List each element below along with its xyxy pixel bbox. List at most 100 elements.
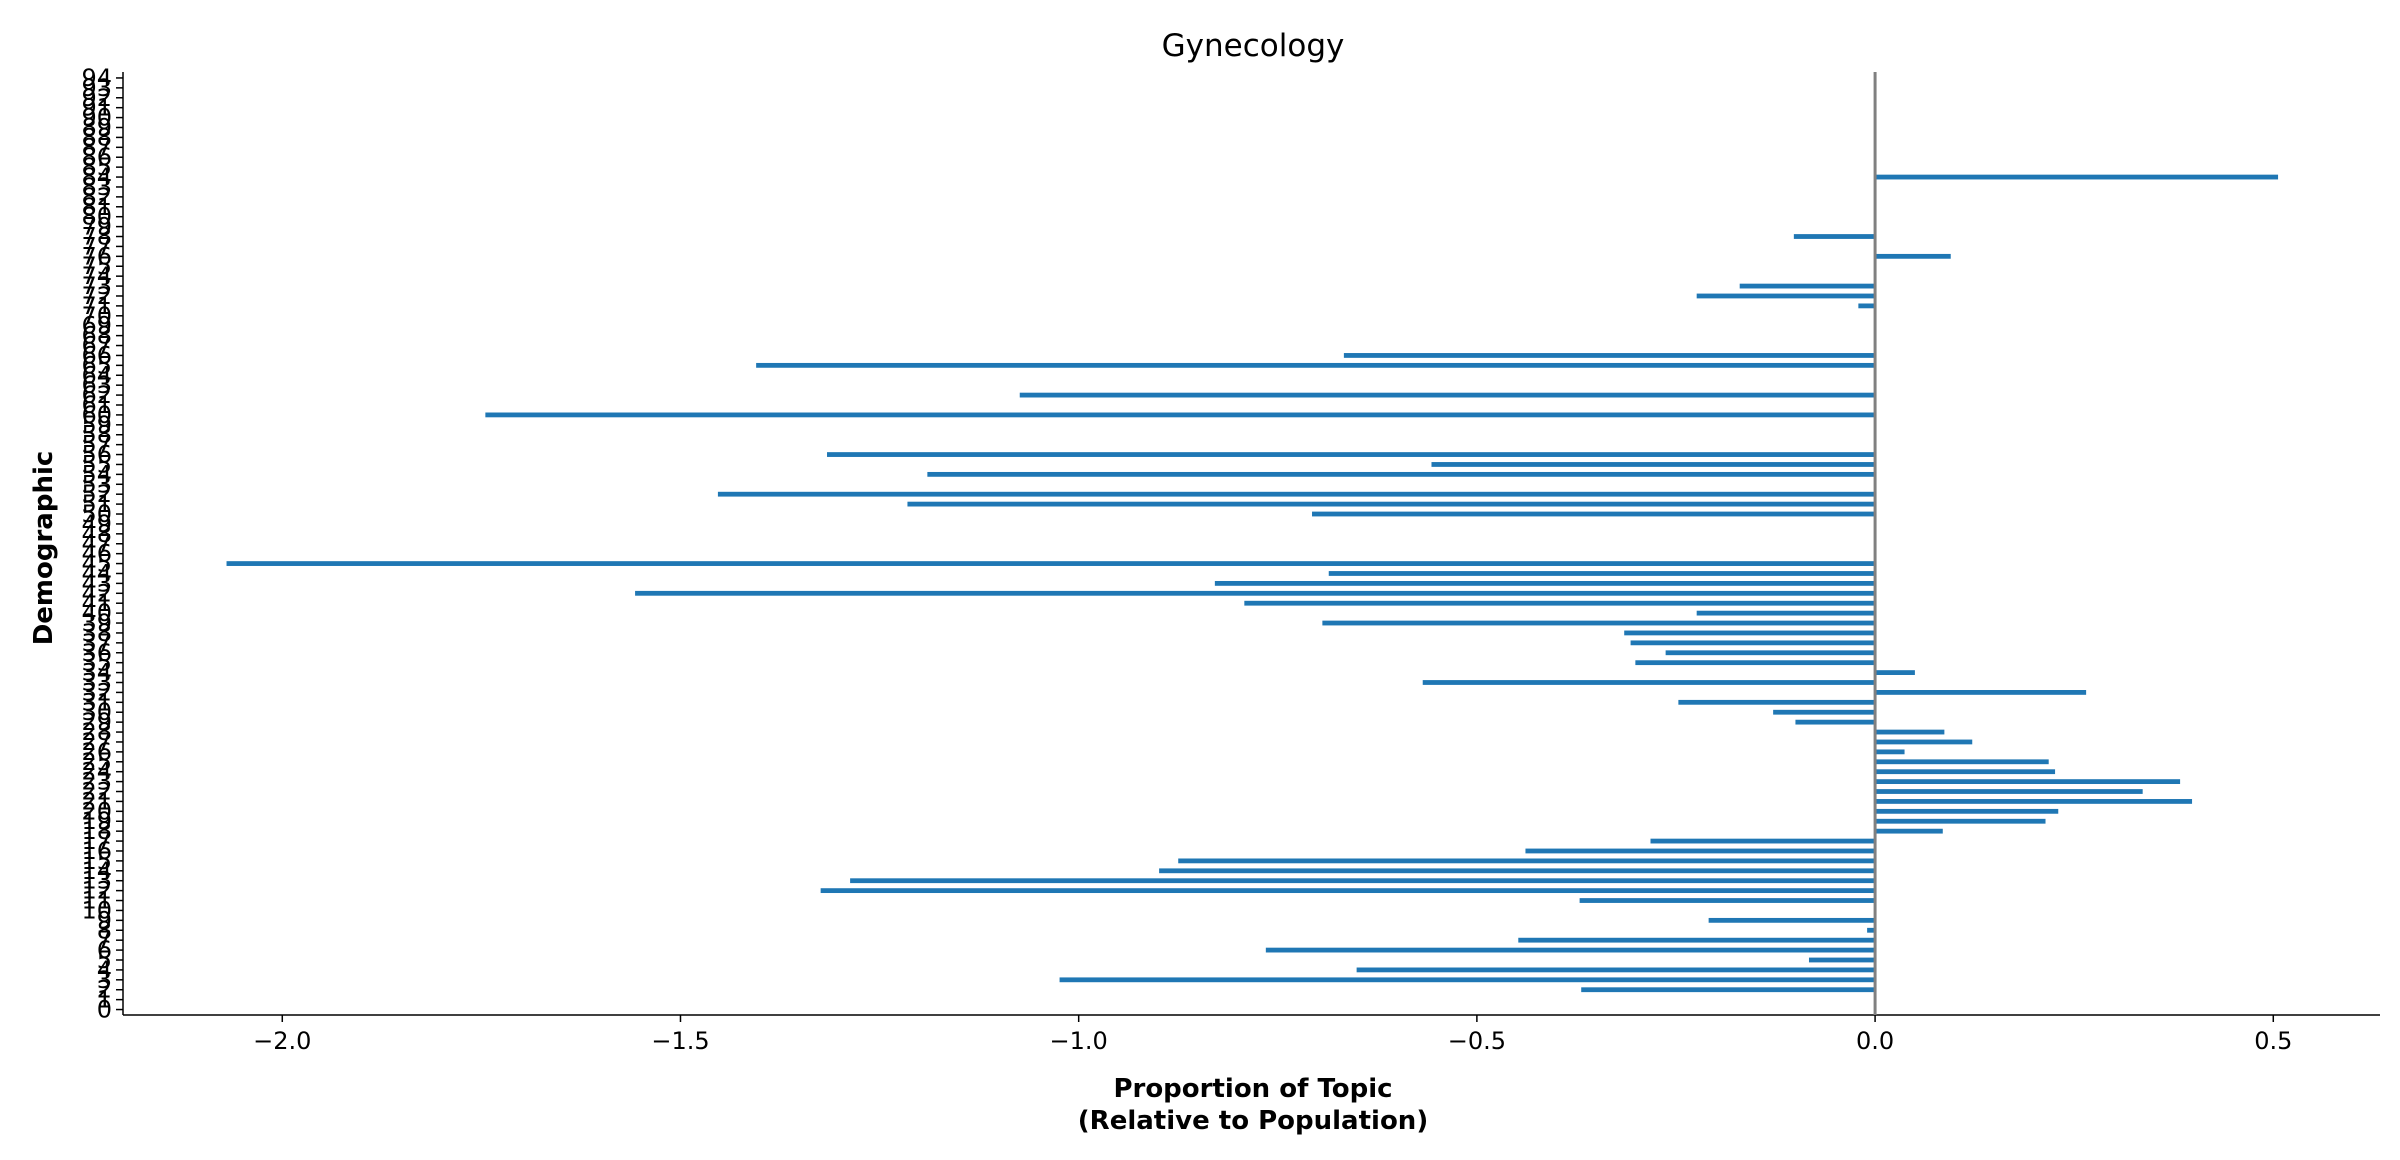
y-tick-label: 58 <box>81 421 112 449</box>
bar <box>1875 779 2181 785</box>
y-tick-label: 21 <box>81 787 112 815</box>
bar <box>1875 670 1915 675</box>
y-tick-label: 44 <box>81 559 112 587</box>
y-tick-label: 50 <box>81 500 112 528</box>
bar <box>1875 828 1943 834</box>
bar <box>1773 709 1876 715</box>
bar <box>1665 650 1876 656</box>
y-tick-label: 93 <box>81 74 112 102</box>
y-tick-label: 65 <box>81 351 112 379</box>
y-tick-label: 40 <box>81 599 112 627</box>
bar <box>1875 749 1905 755</box>
y-tick-label: 61 <box>81 391 112 419</box>
bar <box>1265 947 1876 953</box>
y-tick-label: 23 <box>81 768 112 796</box>
y-tick-label: 83 <box>81 173 112 201</box>
y-tick-label: 35 <box>81 649 112 677</box>
y-tick-label: 86 <box>81 143 112 171</box>
y-tick-label: 91 <box>81 94 112 122</box>
x-tick-label: 0.5 <box>2254 1027 2292 1055</box>
bar <box>1312 511 1876 517</box>
x-tick-label: −1.5 <box>651 1027 709 1055</box>
y-tick-label: 60 <box>81 401 112 429</box>
bar <box>1867 927 1876 933</box>
y-tick-label: 66 <box>81 341 112 369</box>
bar <box>1875 808 2059 814</box>
y-tick-label: 38 <box>81 619 112 647</box>
bar <box>1518 937 1876 943</box>
bar <box>1875 769 2056 775</box>
y-tick-label: 42 <box>81 579 112 607</box>
bar <box>1875 690 2087 695</box>
bar <box>1178 858 1876 864</box>
y-tick-label: 46 <box>81 540 112 568</box>
y-tick-label: 22 <box>81 778 112 806</box>
y-tick-label: 4 <box>97 956 112 984</box>
bar <box>1356 967 1876 973</box>
y-tick-label: 36 <box>81 639 112 667</box>
bar <box>1431 462 1876 467</box>
y-tick-label: 6 <box>97 936 112 964</box>
y-tick-label: 85 <box>81 153 112 181</box>
y-tick-label: 48 <box>81 520 112 548</box>
bar <box>1875 729 1945 735</box>
y-tick-label: 90 <box>81 104 112 132</box>
bar <box>1875 818 2046 824</box>
bar <box>827 452 1876 457</box>
chart-title: Gynecology <box>1162 28 1345 64</box>
x-tick-label: −2.0 <box>253 1027 311 1055</box>
y-tick-label: 87 <box>81 133 112 161</box>
bar <box>1159 868 1876 874</box>
y-tick-label: 28 <box>81 718 112 746</box>
y-tick-label: 47 <box>81 530 112 558</box>
bar <box>1650 838 1876 844</box>
bar <box>1630 640 1876 646</box>
y-tick-label: 69 <box>81 312 112 340</box>
bar <box>1579 898 1876 903</box>
bar <box>927 471 1876 477</box>
y-tick-label: 59 <box>81 411 112 439</box>
y-tick-label: 76 <box>81 242 112 270</box>
y-tick-label: 14 <box>81 857 112 885</box>
bar <box>1635 660 1876 666</box>
y-tick-label: 19 <box>81 807 112 835</box>
bar <box>1875 799 2193 804</box>
bar <box>1019 392 1876 398</box>
y-tick-label: 92 <box>81 84 112 112</box>
y-tick-label: 74 <box>81 262 112 290</box>
bar <box>635 590 1876 596</box>
bar <box>1244 600 1876 606</box>
bar <box>756 362 1876 368</box>
y-tick-label: 33 <box>81 668 112 696</box>
y-tick-label: 13 <box>81 867 112 895</box>
bar <box>1808 957 1876 963</box>
bar <box>1322 620 1876 626</box>
x-tick-label: 0.0 <box>1856 1027 1894 1055</box>
y-tick-label: 94 <box>81 64 112 92</box>
y-tick-label: 25 <box>81 748 112 776</box>
y-tick-label: 70 <box>81 302 112 330</box>
y-tick-label: 0 <box>97 996 112 1024</box>
bar <box>907 501 1876 507</box>
y-tick-label: 63 <box>81 371 112 399</box>
y-tick-label: 15 <box>81 847 112 875</box>
bar <box>1793 234 1876 239</box>
bar <box>1739 283 1876 289</box>
y-tick-label: 45 <box>81 550 112 578</box>
y-tick-label: 81 <box>81 193 112 221</box>
y-tick-label: 49 <box>81 510 112 538</box>
y-tick-label: 78 <box>81 223 112 251</box>
bar <box>1875 174 2279 180</box>
y-tick-label: 29 <box>81 708 112 736</box>
y-tick-label: 1 <box>97 986 112 1014</box>
y-tick-label: 52 <box>81 480 112 508</box>
y-tick-label: 3 <box>97 966 112 994</box>
y-tick-label: 12 <box>81 877 112 905</box>
y-tick-label: 55 <box>81 450 112 478</box>
y-tick-label: 68 <box>81 322 112 350</box>
x-axis-label: Proportion of Topic <box>1113 1074 1392 1104</box>
y-tick-label: 26 <box>81 738 112 766</box>
y-tick-label: 5 <box>97 946 112 974</box>
bar <box>1059 977 1876 983</box>
